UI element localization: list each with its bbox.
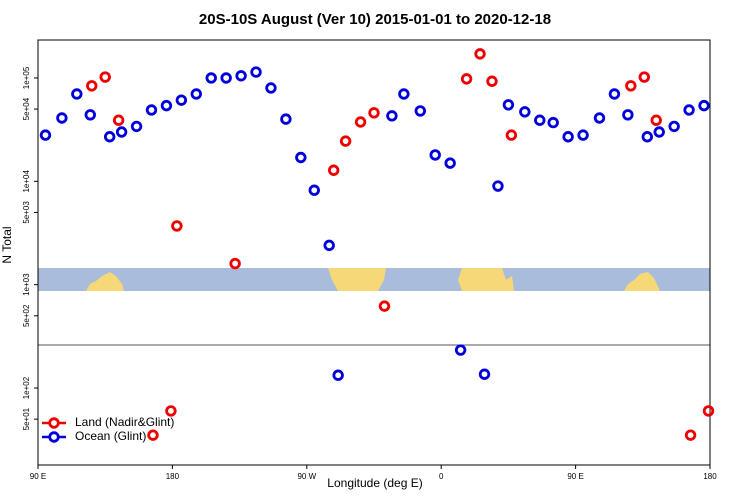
point	[86, 80, 98, 92]
point	[698, 99, 710, 112]
point	[429, 149, 441, 161]
point	[684, 429, 697, 441]
point	[235, 70, 247, 82]
map-strip	[38, 268, 710, 291]
point	[250, 66, 262, 78]
y-tick-label: 5e+01	[22, 407, 31, 430]
point	[608, 88, 621, 100]
point	[486, 75, 498, 87]
y-tick-label: 5e+02	[22, 304, 31, 327]
y-tick-label: 1e+03	[22, 273, 31, 296]
point	[84, 109, 96, 121]
point	[130, 120, 143, 133]
point	[39, 129, 52, 141]
point	[220, 72, 232, 84]
point	[71, 88, 83, 100]
y-tick-label: 5e+03	[22, 201, 31, 224]
point	[99, 71, 111, 83]
point	[103, 131, 116, 143]
point	[145, 104, 158, 116]
point	[171, 220, 183, 232]
point	[265, 82, 277, 94]
point	[534, 114, 546, 126]
legend-label: Ocean (Glint)	[75, 429, 146, 443]
point	[505, 129, 518, 141]
point	[478, 368, 491, 380]
point	[492, 180, 504, 192]
point	[650, 114, 662, 126]
point	[368, 107, 380, 119]
point	[593, 112, 606, 124]
chart-title: 20S-10S August (Ver 10) 2015-01-01 to 20…	[199, 11, 551, 28]
point	[115, 126, 128, 138]
point	[147, 429, 159, 441]
point	[641, 131, 653, 143]
point	[454, 344, 467, 356]
point	[625, 80, 637, 92]
point	[474, 48, 486, 60]
y-tick-label: 1e+04	[22, 170, 31, 193]
point	[280, 113, 292, 125]
x-tick-label: 90 E	[30, 472, 46, 481]
point	[323, 239, 335, 252]
point	[165, 405, 177, 417]
y-tick-label: 5e+04	[22, 97, 31, 120]
point	[460, 73, 473, 85]
point	[519, 106, 531, 118]
point	[229, 257, 241, 270]
legend-label: Land (Nadir&Glint)	[75, 415, 174, 429]
point	[547, 116, 559, 129]
y-axis-label: N Total	[0, 226, 14, 263]
point	[502, 99, 515, 111]
y-tick-label: 1e+02	[22, 376, 31, 399]
x-tick-label: 180	[703, 472, 717, 481]
x-axis-label: Longitude (deg E)	[327, 476, 422, 490]
point	[683, 104, 695, 116]
point	[175, 94, 188, 106]
point	[339, 135, 352, 147]
point	[295, 151, 307, 164]
plot-frame	[37, 39, 711, 466]
x-tick-label: 90 E	[567, 472, 583, 481]
x-tick-label: 0	[439, 472, 444, 481]
point	[378, 300, 391, 312]
point	[638, 71, 650, 83]
legend-marker	[48, 431, 60, 443]
point	[577, 129, 589, 141]
point	[205, 72, 217, 84]
point	[622, 109, 634, 121]
y-tick-label: 1e+05	[22, 66, 31, 89]
point	[444, 157, 456, 169]
point	[190, 88, 202, 100]
point	[414, 105, 426, 117]
x-tick-label: 90 W	[297, 472, 316, 481]
point	[386, 110, 398, 122]
legend-marker	[48, 417, 60, 429]
point	[668, 120, 680, 133]
point	[354, 116, 367, 128]
point	[332, 369, 344, 381]
point	[56, 112, 68, 124]
x-tick-label: 180	[166, 472, 180, 481]
point	[327, 164, 340, 176]
point	[160, 99, 173, 112]
point	[308, 184, 320, 196]
point	[702, 405, 715, 417]
point	[653, 126, 665, 138]
point	[112, 114, 125, 126]
point	[398, 88, 410, 100]
point	[562, 131, 574, 143]
